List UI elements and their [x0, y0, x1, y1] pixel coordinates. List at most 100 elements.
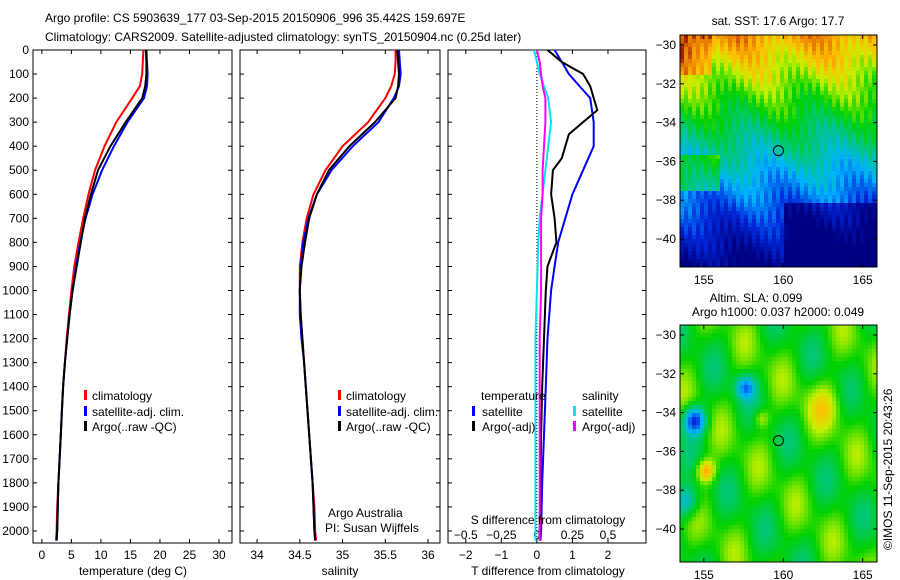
map-cell [732, 187, 736, 191]
map-cell [864, 361, 868, 365]
map-cell [756, 131, 760, 135]
map-cell [820, 385, 824, 389]
map-cell [732, 135, 736, 139]
map-cell [856, 151, 860, 155]
map-cell [744, 349, 748, 353]
map-cell [736, 469, 740, 473]
map-cell [788, 341, 792, 345]
map-cell [864, 195, 868, 199]
map-cell [828, 187, 832, 191]
map-cell [792, 83, 796, 87]
map-cell [796, 163, 800, 167]
map-cell [784, 71, 788, 75]
map-cell [736, 357, 740, 361]
map-cell [800, 159, 804, 163]
map-cell [824, 397, 828, 401]
map-cell [828, 325, 832, 329]
map-cell [784, 111, 788, 115]
map-cell [784, 453, 788, 457]
map-cell [740, 187, 744, 191]
map-cell [680, 425, 684, 429]
map-cell [844, 345, 848, 349]
map-cell [788, 163, 792, 167]
map-cell [840, 345, 844, 349]
map-cell [700, 39, 704, 43]
map-cell [796, 243, 800, 247]
map-cell [808, 155, 812, 159]
map-cell [708, 203, 712, 207]
map-cell [736, 369, 740, 373]
map-cell [808, 417, 812, 421]
map-cell [804, 143, 808, 147]
map-cell [836, 207, 840, 211]
map-cell [716, 135, 720, 139]
map-cell [716, 263, 720, 267]
map-cell [728, 123, 732, 127]
map-cell [756, 425, 760, 429]
map-cell [800, 453, 804, 457]
map-cell [708, 83, 712, 87]
map-cell [776, 219, 780, 223]
map-cell [712, 219, 716, 223]
map-cell [824, 421, 828, 425]
map-cell [764, 195, 768, 199]
map-cell [852, 51, 856, 55]
map-cell [832, 357, 836, 361]
map-cell [752, 231, 756, 235]
map-cell [868, 381, 872, 385]
map-cell [764, 393, 768, 397]
map-cell [740, 469, 744, 473]
map-cell [824, 171, 828, 175]
map-cell [840, 389, 844, 393]
map-cell [868, 43, 872, 47]
map-cell [740, 163, 744, 167]
map-cell [716, 199, 720, 203]
map-cell [840, 163, 844, 167]
map-cell [816, 429, 820, 433]
map-cell [744, 397, 748, 401]
map-cell [864, 263, 868, 267]
map-cell [788, 405, 792, 409]
map-cell [792, 151, 796, 155]
map-cell [804, 99, 808, 103]
map-cell [792, 175, 796, 179]
map-cell [820, 135, 824, 139]
map-cell [856, 179, 860, 183]
map-cell [788, 155, 792, 159]
map-cell [748, 393, 752, 397]
map-cell [720, 151, 724, 155]
map-cell [732, 151, 736, 155]
map-cell [708, 211, 712, 215]
map-cell [788, 71, 792, 75]
map-cell [836, 87, 840, 91]
map-cell [780, 55, 784, 59]
map-cell [836, 337, 840, 341]
map-cell [864, 433, 868, 437]
map-cell [728, 35, 732, 39]
map-cell [780, 449, 784, 453]
map-cell [708, 107, 712, 111]
map-cell [760, 67, 764, 71]
map-cell [816, 333, 820, 337]
map-cell [784, 337, 788, 341]
map-cell [828, 393, 832, 397]
map-cell [856, 75, 860, 79]
map-cell [872, 263, 876, 267]
map-cell [776, 211, 780, 215]
map-cell [756, 75, 760, 79]
map-cell [852, 135, 856, 139]
map-cell [832, 421, 836, 425]
map-cell [712, 409, 716, 413]
map-cell [856, 461, 860, 465]
map-cell [716, 247, 720, 251]
map-cell [760, 143, 764, 147]
map-cell [764, 231, 768, 235]
map-cell [680, 119, 684, 123]
map-cell [860, 151, 864, 155]
map-cell [808, 131, 812, 135]
map-cell [852, 437, 856, 441]
map-cell [756, 465, 760, 469]
map-cell [812, 413, 816, 417]
map-cell [700, 51, 704, 55]
map-cell [784, 445, 788, 449]
